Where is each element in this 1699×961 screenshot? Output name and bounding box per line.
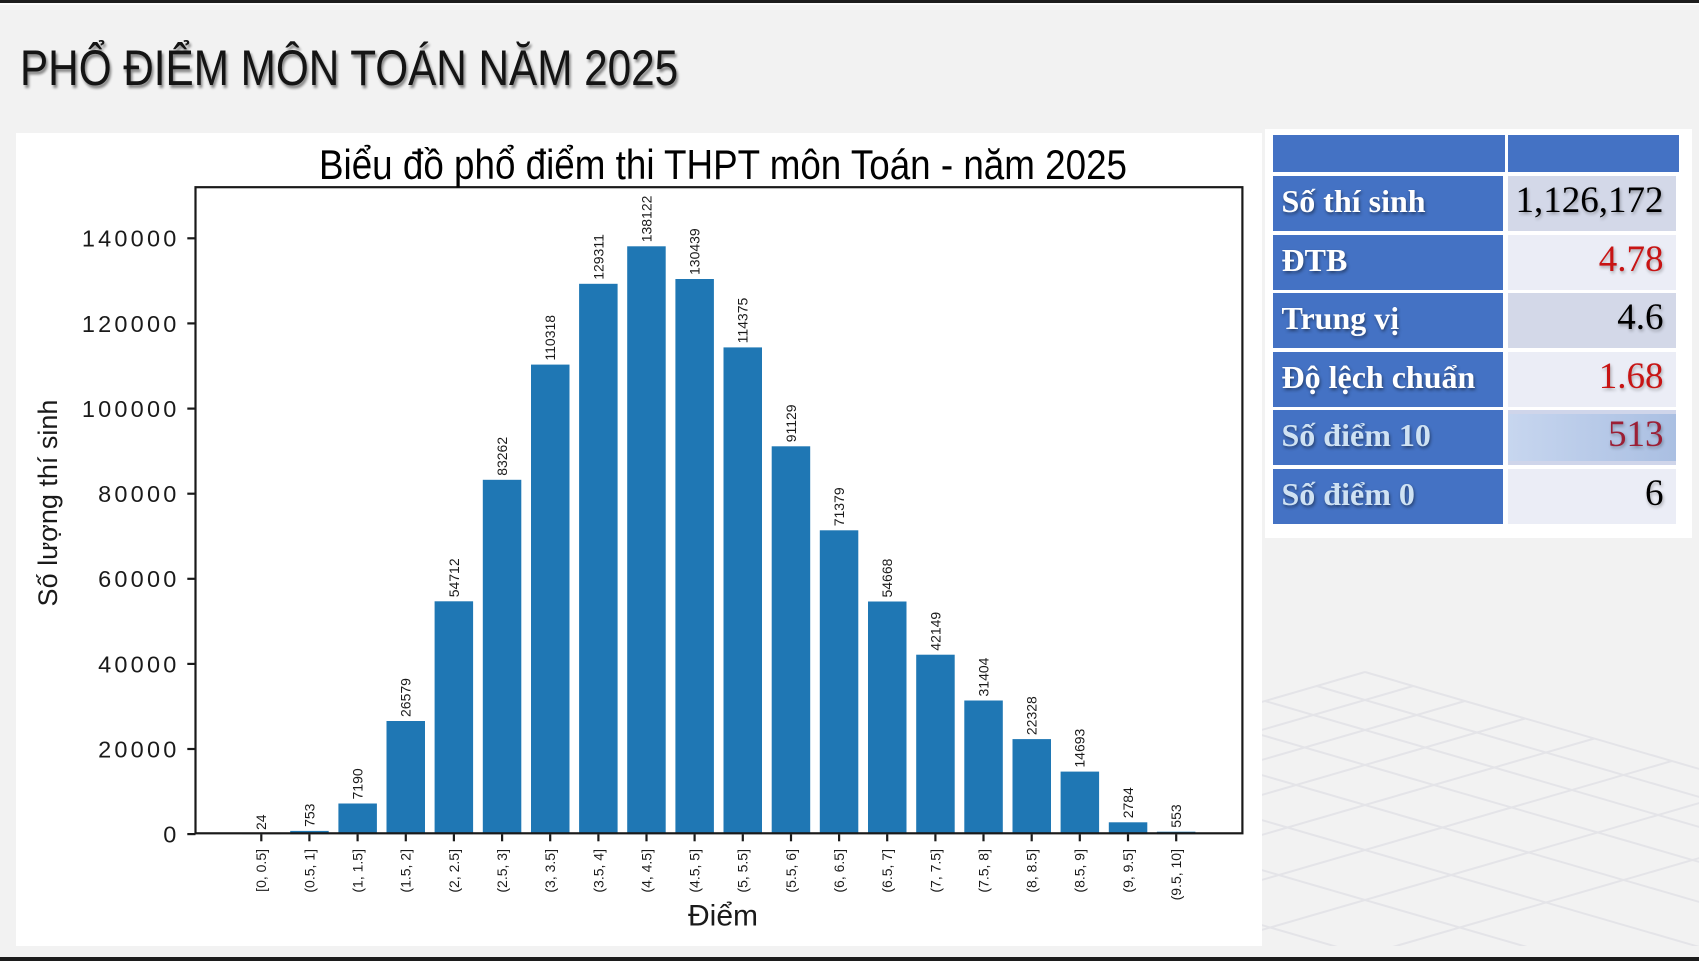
svg-text:(4.5, 5]: (4.5, 5] bbox=[687, 849, 703, 893]
svg-text:40000: 40000 bbox=[98, 651, 179, 677]
svg-text:Biểu đồ phổ điểm thi THPT môn: Biểu đồ phổ điểm thi THPT môn Toán - năm… bbox=[319, 141, 1127, 188]
svg-text:24: 24 bbox=[253, 814, 269, 830]
svg-text:(2.5, 3]: (2.5, 3] bbox=[494, 849, 510, 893]
svg-text:(0.5, 1]: (0.5, 1] bbox=[301, 849, 317, 893]
svg-text:22328: 22328 bbox=[1024, 696, 1040, 735]
svg-text:20000: 20000 bbox=[98, 736, 179, 762]
svg-text:14693: 14693 bbox=[1072, 728, 1088, 767]
svg-text:83262: 83262 bbox=[494, 437, 510, 476]
svg-text:(6, 6.5]: (6, 6.5] bbox=[831, 849, 847, 893]
svg-text:(1.5, 2]: (1.5, 2] bbox=[398, 849, 414, 893]
svg-text:71379: 71379 bbox=[831, 487, 847, 526]
svg-text:129311: 129311 bbox=[590, 234, 606, 280]
svg-text:(2, 2.5]: (2, 2.5] bbox=[446, 849, 462, 893]
svg-text:2784: 2784 bbox=[1120, 787, 1136, 818]
svg-text:7190: 7190 bbox=[350, 768, 366, 799]
svg-text:(3.5, 4]: (3.5, 4] bbox=[590, 849, 606, 893]
svg-text:54668: 54668 bbox=[879, 558, 895, 597]
svg-text:130439: 130439 bbox=[687, 228, 703, 275]
svg-text:(5.5, 6]: (5.5, 6] bbox=[783, 849, 799, 893]
svg-text:26579: 26579 bbox=[398, 678, 414, 717]
svg-text:(9, 9.5]: (9, 9.5] bbox=[1120, 849, 1136, 893]
svg-text:(7.5, 8]: (7.5, 8] bbox=[975, 849, 991, 893]
svg-text:(7, 7.5]: (7, 7.5] bbox=[927, 849, 943, 893]
svg-text:60000: 60000 bbox=[98, 566, 179, 592]
svg-text:(4, 4.5]: (4, 4.5] bbox=[638, 849, 654, 893]
svg-text:80000: 80000 bbox=[98, 481, 179, 507]
svg-text:(3, 3.5]: (3, 3.5] bbox=[542, 849, 558, 893]
svg-text:(6.5, 7]: (6.5, 7] bbox=[879, 849, 895, 893]
svg-text:110318: 110318 bbox=[542, 315, 558, 361]
svg-text:120000: 120000 bbox=[82, 311, 180, 337]
svg-text:753: 753 bbox=[301, 803, 317, 827]
svg-text:31404: 31404 bbox=[975, 657, 991, 696]
svg-text:[0, 0.5]: [0, 0.5] bbox=[253, 849, 269, 892]
svg-text:138122: 138122 bbox=[638, 195, 654, 242]
svg-text:(1, 1.5]: (1, 1.5] bbox=[350, 849, 366, 893]
svg-text:Số lượng thí sinh: Số lượng thí sinh bbox=[33, 400, 63, 607]
svg-text:114375: 114375 bbox=[735, 298, 751, 344]
svg-text:100000: 100000 bbox=[82, 396, 180, 422]
svg-text:(9.5, 10]: (9.5, 10] bbox=[1168, 849, 1184, 900]
svg-text:140000: 140000 bbox=[82, 226, 180, 252]
svg-text:91129: 91129 bbox=[783, 404, 799, 442]
svg-text:(5, 5.5]: (5, 5.5] bbox=[735, 849, 751, 893]
svg-text:(8, 8.5]: (8, 8.5] bbox=[1024, 849, 1040, 893]
svg-text:(8.5, 9]: (8.5, 9] bbox=[1072, 849, 1088, 893]
svg-text:42149: 42149 bbox=[927, 612, 943, 651]
svg-text:553: 553 bbox=[1168, 804, 1184, 828]
svg-text:0: 0 bbox=[163, 822, 179, 848]
svg-text:54712: 54712 bbox=[446, 558, 462, 597]
svg-text:Điểm: Điểm bbox=[688, 900, 758, 933]
